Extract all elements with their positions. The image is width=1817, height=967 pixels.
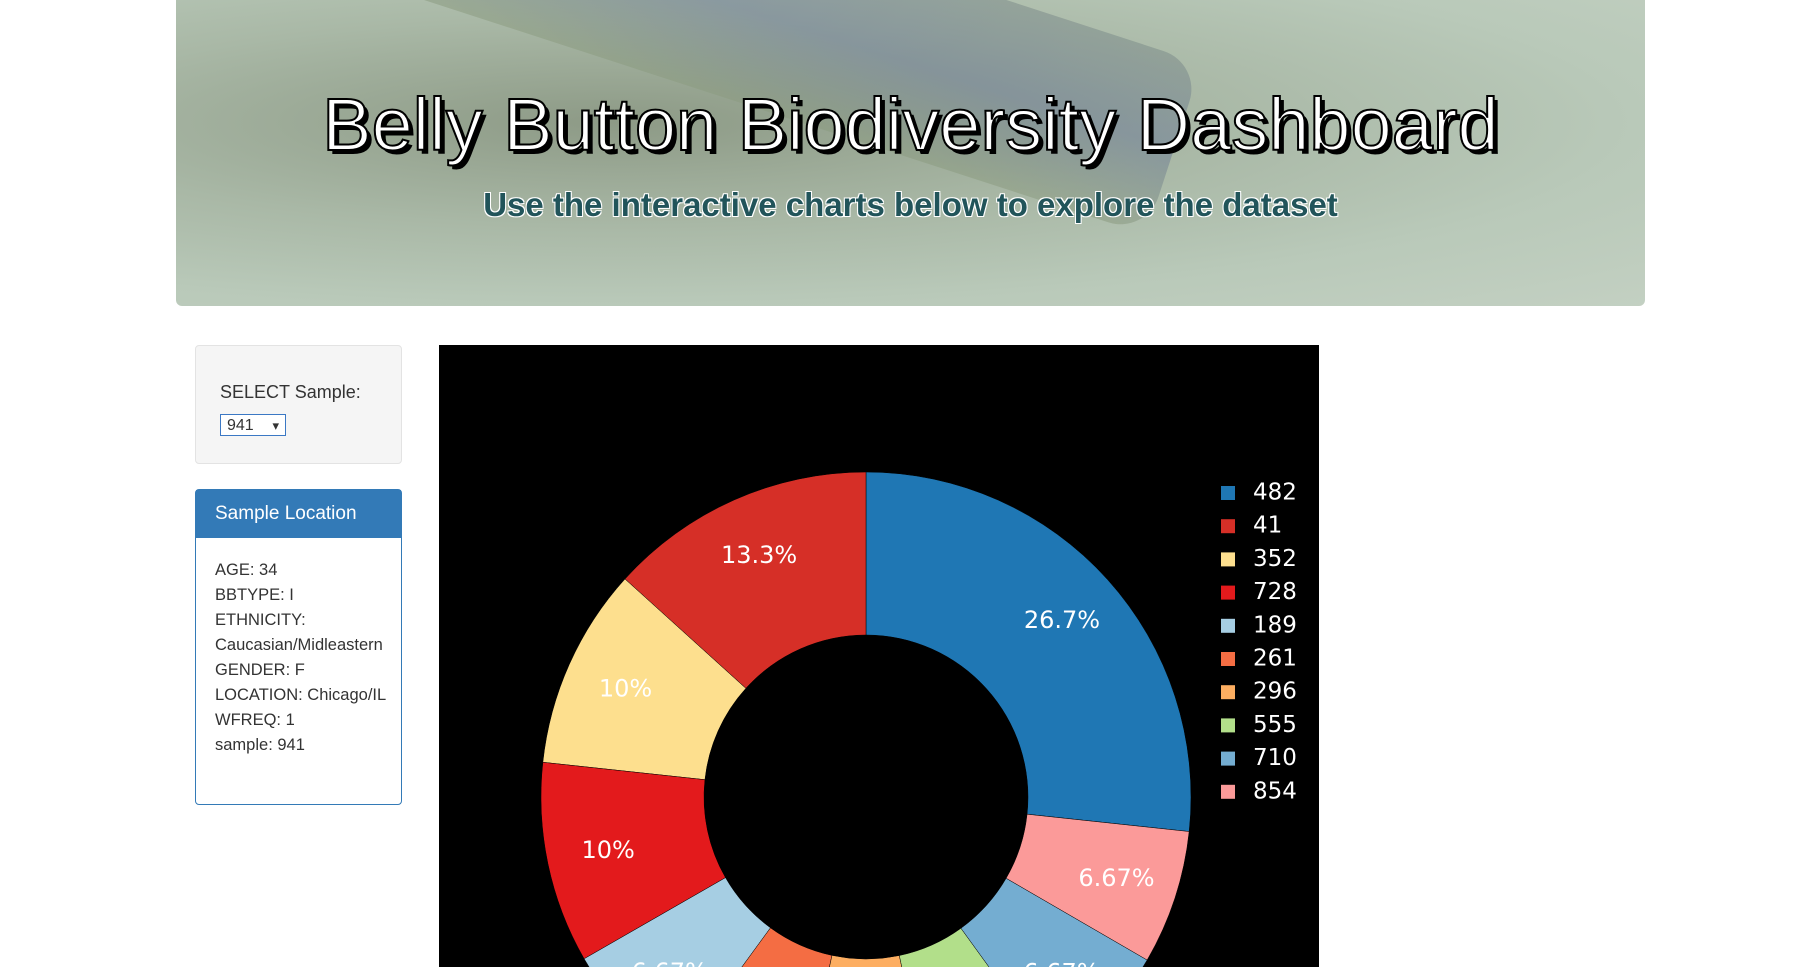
page-title: Belly Button Biodiversity Dashboard (321, 82, 1499, 167)
panel-line: WFREQ: 1 (215, 711, 295, 729)
legend-swatch (1221, 751, 1235, 766)
legend-swatch (1221, 486, 1235, 500)
pie-slice (1005, 813, 1190, 961)
panel-line: BBTYPE: I (215, 586, 294, 604)
legend-label: 854 (1253, 778, 1297, 804)
metadata-panel: Sample Location AGE: 34 BBTYPE: I ETHNICIT… (195, 489, 402, 805)
pie-slice (960, 877, 1148, 967)
legend-swatch (1221, 685, 1235, 700)
legend-swatch (1221, 585, 1235, 600)
legend-swatch (1221, 519, 1235, 534)
select-label: SELECT Sample: (220, 382, 361, 402)
legend-label: 261 (1253, 646, 1297, 672)
pie-slice (583, 877, 771, 967)
slice-label: 10% (599, 674, 652, 702)
slice-label: 6.67% (1078, 864, 1154, 892)
legend-label: 41 (1253, 513, 1282, 539)
slice-label: 26.7% (1024, 606, 1100, 634)
panel-line: sample: 941 (215, 736, 305, 754)
panel-line: AGE: 34 (215, 561, 278, 579)
panel-body: AGE: 34 BBTYPE: I ETHNICITY: Caucasian/Mid… (196, 538, 405, 758)
header-banner: Belly Button Biodiversity Dashboard Use … (176, 0, 1645, 306)
pie-slice (741, 927, 833, 967)
panel-title: Sample Location (196, 490, 401, 538)
select-value: 941 (227, 417, 254, 434)
legend-label: 482 (1253, 480, 1297, 506)
legend-swatch (1221, 784, 1235, 799)
panel-line: ETHNICITY: Caucasian/Midleastern (215, 611, 383, 654)
legend-label: 189 (1253, 612, 1297, 638)
pie-slice (540, 761, 726, 960)
panel-line: GENDER: F (215, 661, 305, 679)
legend-swatch (1221, 552, 1235, 567)
slice-label: 13.3% (721, 541, 797, 569)
legend-swatch (1221, 618, 1235, 633)
selector-well: SELECT Sample: 941 (195, 345, 402, 464)
pie-slice (829, 955, 903, 967)
page-subtitle: Use the interactive charts below to expl… (483, 186, 1338, 223)
panel-line: LOCATION: Chicago/IL (215, 686, 387, 704)
legend-label: 296 (1253, 679, 1297, 705)
legend-label: 555 (1253, 712, 1297, 738)
pie-slice (542, 578, 747, 780)
slice-label: 6.67% (1023, 959, 1099, 967)
legend-label: 728 (1253, 579, 1297, 605)
chart: 26.7%13.3%10%10%6.67%6.67%6.67%6.67%6.67… (439, 345, 1319, 967)
pie-slice (865, 471, 1192, 832)
legend-label: 710 (1253, 745, 1297, 771)
legend-swatch (1221, 652, 1235, 666)
sample-select[interactable]: 941 (220, 414, 286, 437)
legend-swatch (1221, 718, 1235, 733)
slice-label: 6.67% (632, 958, 708, 967)
pie-slice (624, 471, 867, 689)
legend-label: 352 (1253, 546, 1297, 572)
slice-label: 10% (581, 836, 634, 864)
pie-slice (899, 927, 990, 967)
